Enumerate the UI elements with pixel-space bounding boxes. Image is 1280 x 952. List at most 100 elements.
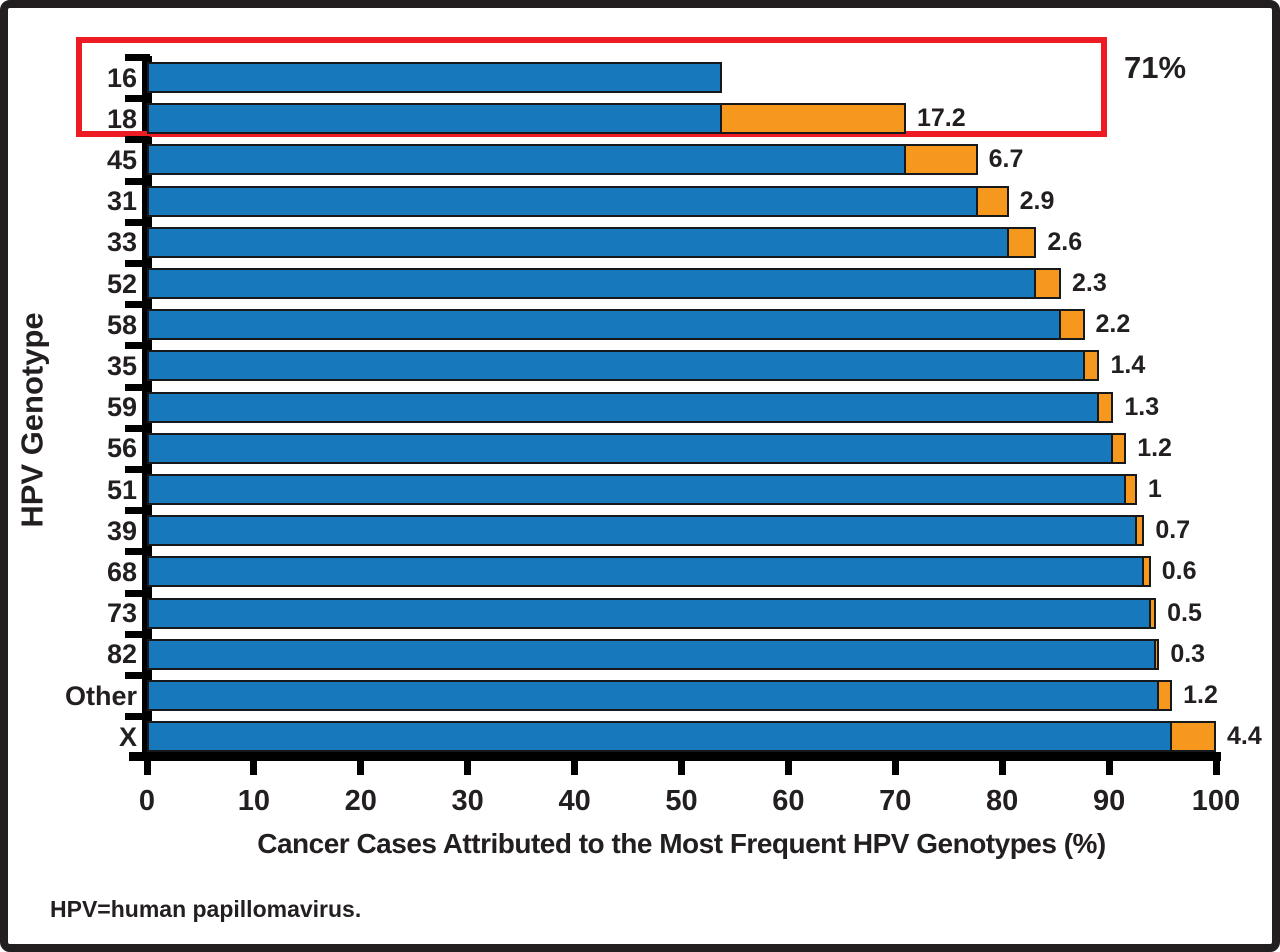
y-axis-tick (125, 589, 150, 597)
bar-value-label: 0.7 (1155, 516, 1191, 545)
y-category-label: X (118, 721, 137, 752)
bar-blue-segment (147, 597, 1151, 629)
y-category-label: 35 (106, 350, 137, 381)
x-axis-line (129, 752, 1221, 761)
y-axis-tick (125, 424, 150, 432)
x-tick-label: 80 (986, 785, 1019, 817)
y-category-label: 59 (106, 392, 137, 423)
x-tick-label: 10 (237, 785, 271, 817)
x-axis-tick (998, 761, 1006, 775)
y-axis-tick (125, 95, 150, 103)
bar-orange-segment (720, 103, 906, 135)
bar-blue-segment (147, 268, 1037, 299)
x-axis-tick (250, 761, 258, 775)
y-axis-tick (125, 260, 150, 267)
y-axis-tick (125, 54, 150, 61)
x-axis-tick (891, 761, 899, 775)
bar-blue-segment (147, 680, 1160, 711)
y-axis-tick (125, 507, 150, 515)
bar-orange-segment (1142, 556, 1151, 588)
bar-value-label: 17.2 (916, 104, 966, 133)
cumulative-percent-label: 71% (1124, 50, 1187, 85)
bar-blue-segment (147, 474, 1127, 505)
bar-value-label: 1.4 (1110, 351, 1146, 380)
y-category-label: 51 (106, 474, 137, 505)
x-axis-tick (678, 761, 685, 775)
x-axis-tick (143, 761, 151, 775)
y-category-label: 82 (106, 639, 137, 670)
bar-blue-segment (147, 103, 723, 135)
x-axis-tick (1212, 761, 1220, 775)
bar-orange-segment (903, 144, 978, 176)
x-tick-label: 70 (879, 785, 912, 817)
y-axis-tick (125, 466, 150, 473)
x-axis-tick (571, 761, 579, 775)
y-category-label: 18 (106, 103, 137, 134)
y-category-label: 33 (106, 227, 137, 258)
bar-orange-segment (1097, 391, 1114, 423)
bar-blue-segment (147, 556, 1145, 588)
y-axis-tick (125, 218, 150, 226)
bar-value-label: 4.4 (1227, 722, 1262, 751)
x-tick-label: 90 (1092, 785, 1126, 817)
bar-value-label: 0.6 (1161, 557, 1197, 586)
bar-value-label: 1.2 (1137, 433, 1172, 462)
bar-blue-segment (147, 309, 1061, 341)
bar-value-label: 1.3 (1124, 392, 1160, 421)
x-axis-tick (784, 761, 792, 775)
x-axis-tick (1105, 761, 1113, 775)
bar-value-label: 2.3 (1071, 269, 1107, 297)
x-tick-label: 40 (558, 785, 591, 817)
bar-blue-segment (147, 185, 978, 217)
bar-blue-segment (147, 62, 723, 93)
y-axis-tick (125, 630, 150, 638)
bar-orange-segment (1157, 680, 1173, 711)
y-category-label: 58 (106, 309, 137, 340)
bar-orange-segment (1124, 474, 1137, 505)
bar-blue-segment (147, 350, 1085, 382)
bar-orange-segment (975, 185, 1009, 217)
y-axis-tick (125, 342, 150, 350)
y-category-label: 31 (106, 186, 137, 217)
bar-orange-segment (1058, 309, 1085, 341)
y-category-label: 16 (106, 62, 137, 93)
y-category-label: 68 (106, 556, 137, 587)
bar-value-label: 2.6 (1047, 227, 1083, 256)
bar-value-label: 0.5 (1167, 598, 1202, 627)
x-tick-label: 100 (1191, 785, 1241, 817)
x-axis-title: Cancer Cases Attributed to the Most Freq… (257, 828, 1106, 859)
bar-orange-segment (1111, 432, 1127, 464)
chart: HPV Genotype 71% Cancer Cases Attributed… (8, 8, 1272, 944)
bar-orange-segment (1082, 350, 1100, 382)
y-axis-tick (125, 713, 150, 721)
bar-orange-segment (1034, 268, 1061, 299)
bar-blue-segment (147, 144, 906, 176)
x-axis-tick (464, 761, 472, 775)
bar-blue-segment (147, 226, 1009, 258)
bar-orange-segment (1006, 226, 1037, 258)
y-category-label: 73 (106, 598, 137, 629)
y-axis-tick (125, 548, 150, 556)
bar-value-label: 6.7 (988, 145, 1024, 174)
bar-value-label: 1 (1147, 475, 1162, 503)
bar-orange-segment (1154, 638, 1160, 670)
y-category-label: Other (64, 680, 137, 711)
bar-orange-segment (1170, 721, 1216, 753)
bar-blue-segment (147, 638, 1157, 670)
y-axis-tick (125, 177, 150, 185)
bar-orange-segment (1134, 515, 1145, 547)
y-axis-tick (125, 136, 150, 144)
y-category-label: 39 (106, 515, 137, 546)
y-category-label: 45 (106, 144, 137, 175)
x-tick-label: 0 (138, 785, 156, 817)
y-axis-tick (125, 672, 150, 679)
bar-blue-segment (147, 432, 1114, 464)
x-tick-label: 30 (451, 785, 484, 817)
y-axis-tick (125, 301, 150, 309)
y-category-label: 52 (106, 268, 137, 299)
y-axis-tick (125, 383, 150, 391)
bar-blue-segment (147, 515, 1137, 547)
x-tick-label: 60 (772, 785, 805, 817)
bar-value-label: 2.2 (1095, 310, 1131, 339)
